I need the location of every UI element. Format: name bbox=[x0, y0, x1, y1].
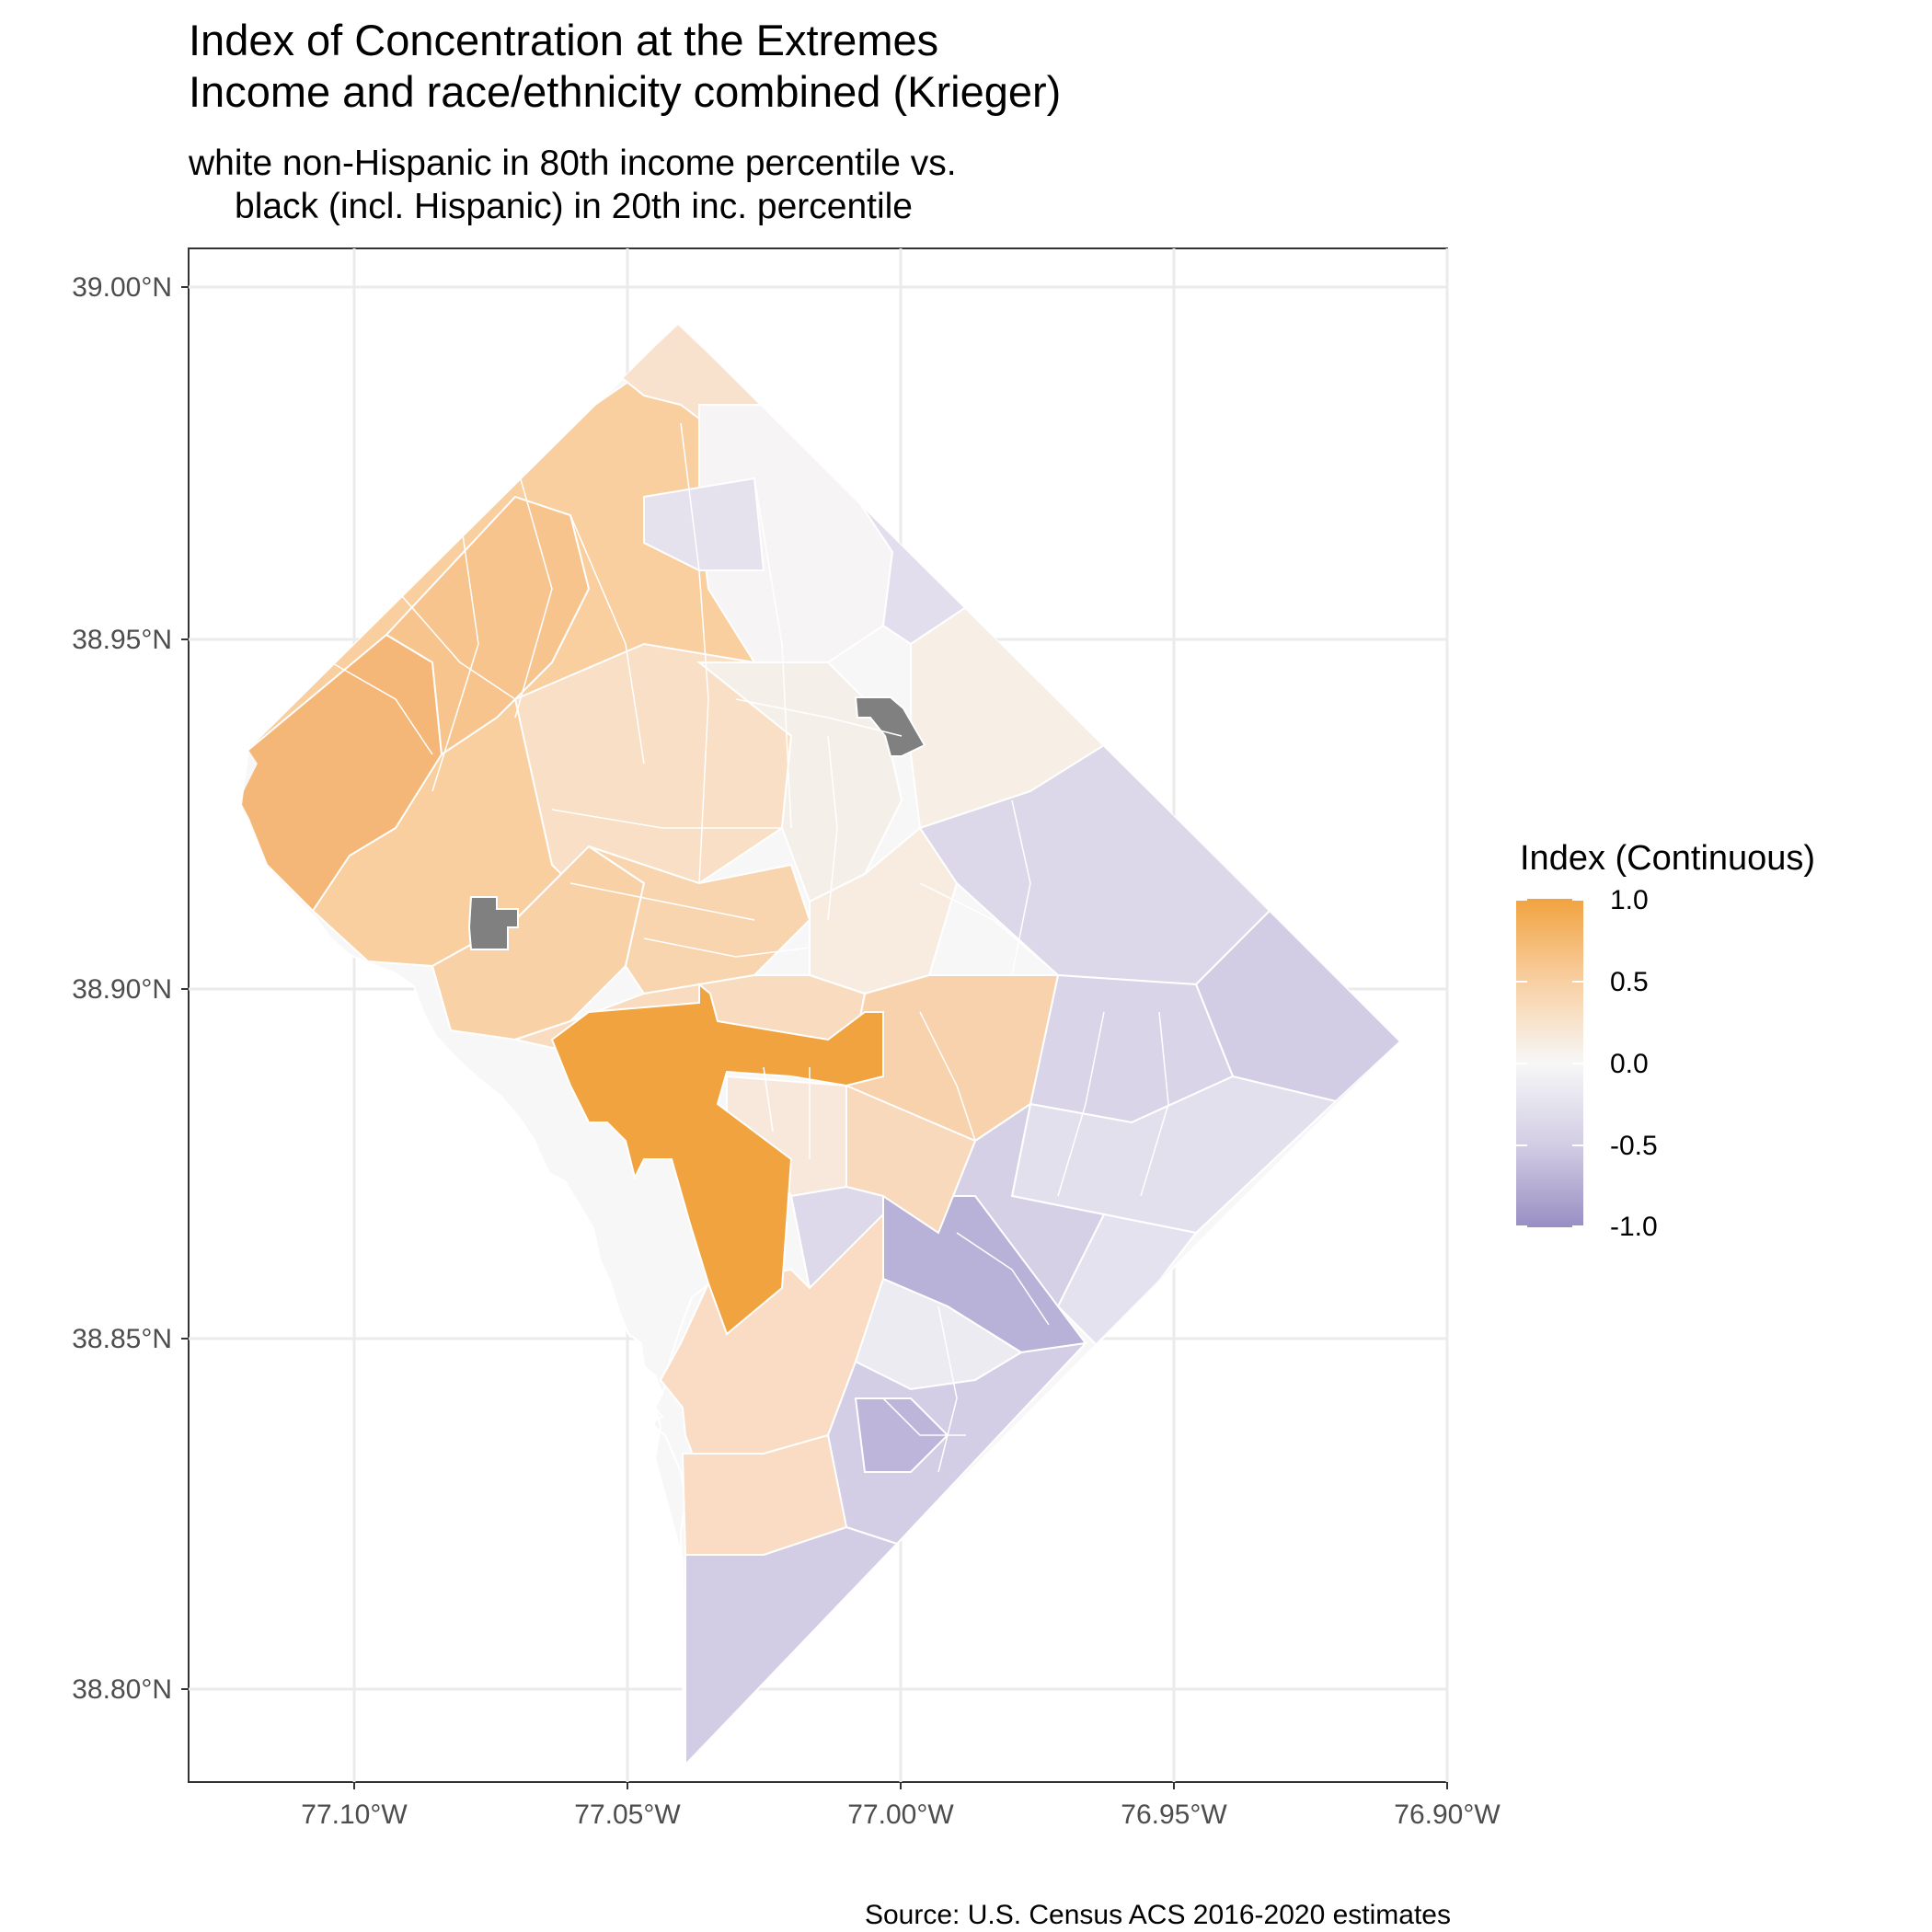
y-tick-label: 38.80°N bbox=[72, 1674, 172, 1705]
chart-subtitle-line1: white non-Hispanic in 80th income percen… bbox=[189, 144, 957, 183]
region-missing-north-central bbox=[854, 696, 926, 757]
y-tick-label: 39.00°N bbox=[72, 272, 172, 303]
region-national-mall bbox=[550, 982, 884, 1336]
region-missing-west bbox=[467, 896, 519, 950]
legend-tick-label: -1.0 bbox=[1610, 1212, 1658, 1242]
legend-colorbar bbox=[1516, 899, 1583, 1227]
y-tick-label: 38.95°N bbox=[72, 625, 172, 655]
x-tick-label: 77.10°W bbox=[301, 1800, 408, 1830]
x-tick-label: 77.00°W bbox=[847, 1800, 954, 1830]
region-north-lavender bbox=[643, 477, 765, 571]
legend-title: Index (Continuous) bbox=[1520, 839, 1816, 878]
region-east-south bbox=[1056, 1213, 1198, 1354]
x-tick-label: 76.90°W bbox=[1394, 1800, 1501, 1830]
region-congress-heights-dark bbox=[854, 1397, 949, 1473]
legend-tick-label: 0.0 bbox=[1610, 1049, 1649, 1079]
y-tick-label: 38.85°N bbox=[72, 1324, 172, 1354]
legend-tick-label: 1.0 bbox=[1610, 885, 1649, 915]
x-tick-label: 77.05°W bbox=[574, 1800, 681, 1830]
legend-tick-label: 0.5 bbox=[1610, 967, 1649, 997]
region-northwest-band bbox=[385, 495, 591, 756]
chart-subtitle-line2: black (incl. Hispanic) in 20th inc. perc… bbox=[235, 187, 914, 226]
legend-tick-label: -0.5 bbox=[1610, 1131, 1658, 1161]
legend-ticks bbox=[1516, 899, 1583, 1227]
chart-title-line2: Income and race/ethnicity combined (Krie… bbox=[189, 67, 1062, 116]
y-tick-label: 38.90°N bbox=[72, 974, 172, 1005]
region-capitol-south bbox=[845, 1084, 977, 1235]
chart-title-line1: Index of Concentration at the Extremes bbox=[189, 16, 939, 64]
x-tick-label: 76.95°W bbox=[1121, 1800, 1227, 1830]
tract-boundaries bbox=[330, 422, 1169, 1473]
axis-ticks bbox=[181, 286, 1448, 1789]
source-caption: Source: U.S. Census ACS 2016-2020 estima… bbox=[864, 1900, 1451, 1930]
region-southern-light bbox=[681, 1433, 848, 1556]
